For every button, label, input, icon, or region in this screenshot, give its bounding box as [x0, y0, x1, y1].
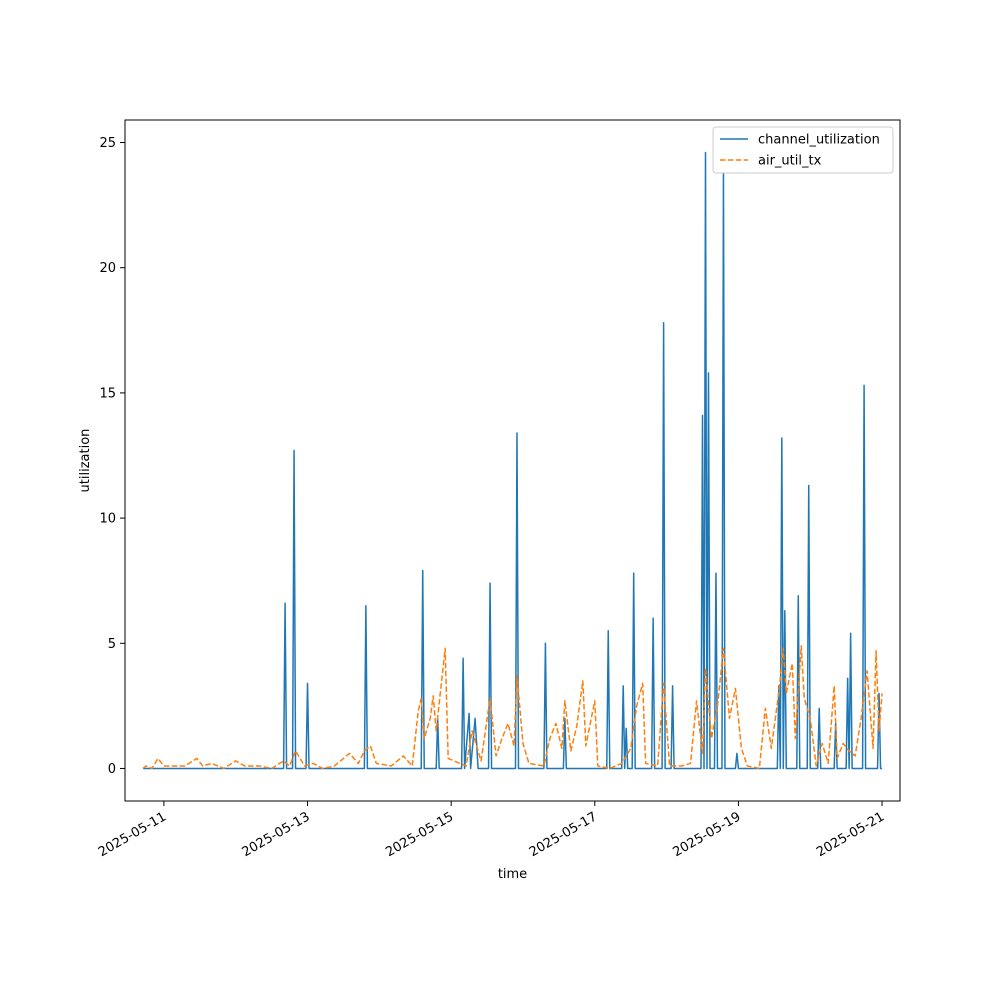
x-axis-ticks: 2025-05-11 2025-05-13 2025-05-15 2025-05-17… — [96, 801, 887, 860]
x-tick-label: 2025-05-15 — [383, 809, 456, 860]
x-tick-label: 2025-05-11 — [96, 809, 169, 860]
legend-box — [712, 126, 894, 174]
plot-frame — [124, 119, 901, 802]
legend: channel_utilization air_util_tx — [712, 126, 894, 174]
x-tick-label: 2025-05-19 — [670, 809, 743, 860]
x-axis-label: time — [498, 867, 527, 882]
series-line-channel-utilization — [142, 151, 883, 770]
series-line-air-util-tx — [142, 645, 883, 770]
y-tick-label: 0 — [108, 762, 116, 777]
y-tick-label: 5 — [108, 637, 116, 652]
y-tick-label: 10 — [99, 512, 116, 527]
x-tick-label: 2025-05-17 — [527, 809, 600, 860]
legend-label-air-util-tx: air_util_tx — [758, 154, 822, 169]
y-tick-label: 20 — [99, 261, 116, 276]
legend-label-channel-utilization: channel_utilization — [758, 133, 880, 148]
y-axis-ticks: 0 5 10 15 20 25 — [99, 136, 125, 777]
y-tick-label: 25 — [99, 136, 116, 151]
x-tick-label: 2025-05-13 — [240, 809, 313, 860]
x-tick-label: 2025-05-21 — [814, 809, 887, 860]
series-layer — [142, 151, 883, 770]
y-axis-label: utilization — [78, 429, 93, 493]
y-tick-label: 15 — [99, 386, 116, 401]
